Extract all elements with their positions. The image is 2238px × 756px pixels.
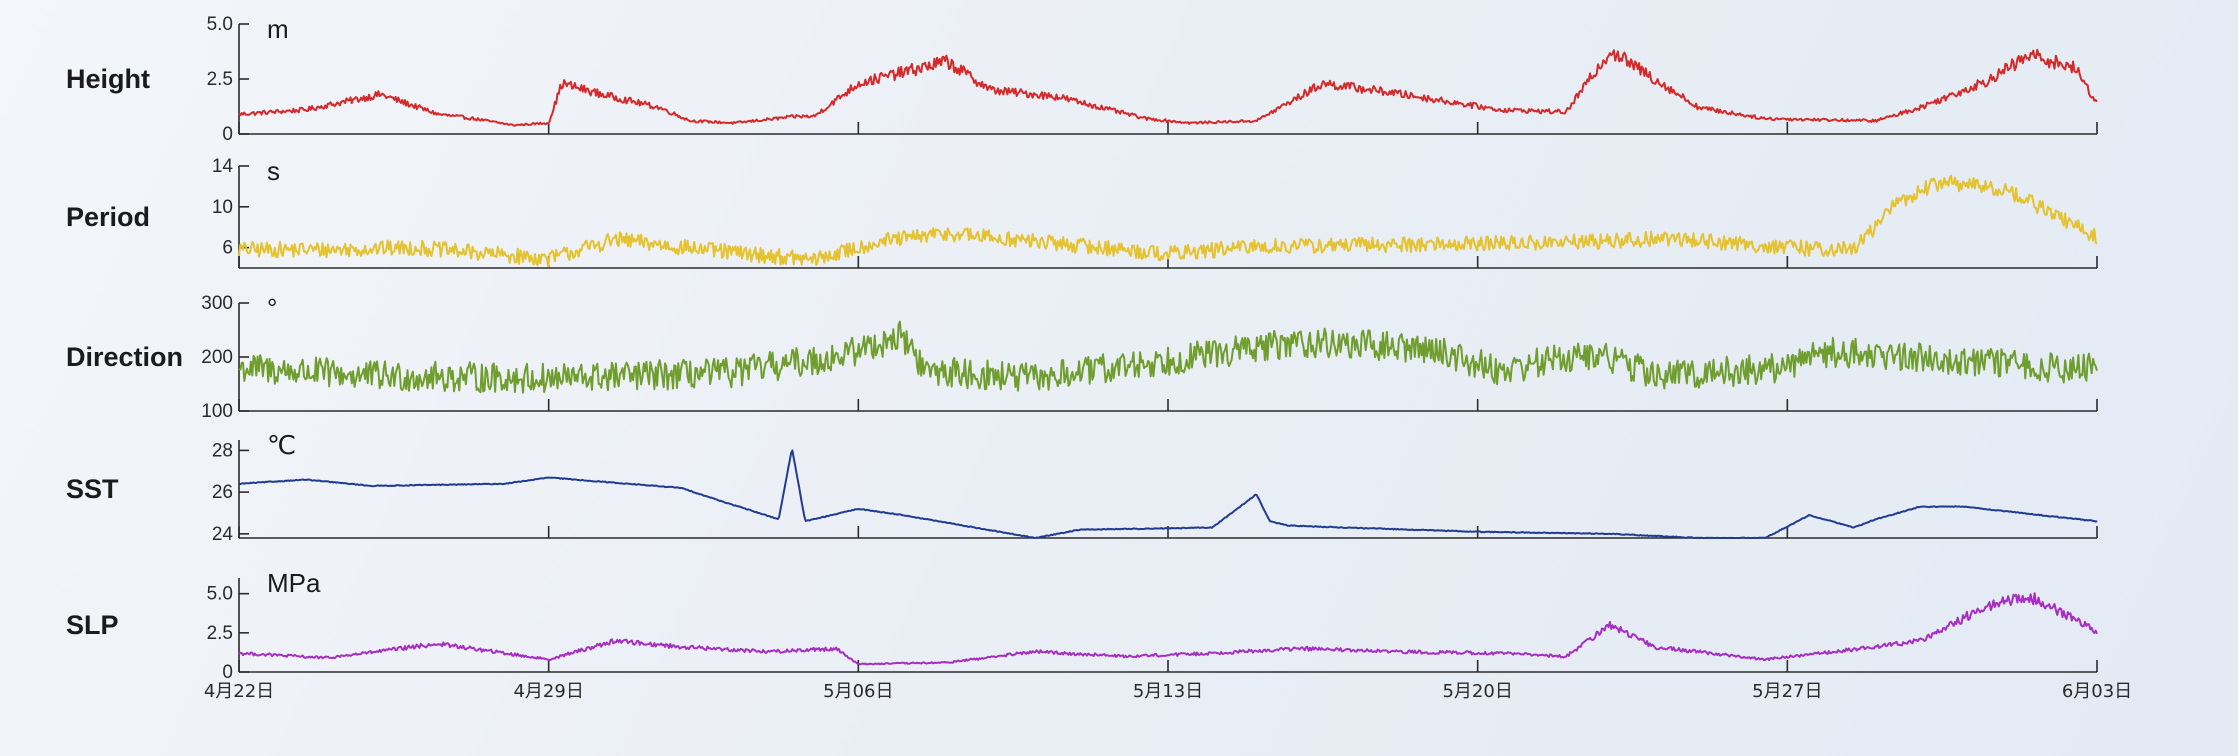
sst-ytick-label: 24 [212,524,234,545]
panels-layer: Height 0 2.5 5.0 m Period 6 10 14 s Direction 100 20… [66,14,2098,683]
x-tick-label: 4月22日 [204,681,274,702]
slp-ytick-label: 0 [222,662,233,683]
panel-direction: Direction 100 200 300 ° [66,293,2098,422]
panel-label-sst: SST [66,474,119,504]
series-line-direction [238,320,2098,394]
period-ytick-label: 14 [212,156,234,177]
slp-unit-label: MPa [267,568,321,598]
x-axis-date-labels: 4月22日 4月29日 5月06日 5月13日 5月20日 5月27日 6月03日 [204,681,2132,702]
slp-ytick-label: 5.0 [207,584,233,605]
height-unit-label: m [267,14,289,44]
sst-unit-label: ℃ [267,430,296,460]
x-tick-label: 5月13日 [1133,681,1203,702]
series-line-height [238,48,2098,127]
x-tick-label: 4月29日 [513,681,583,702]
panel-label-slp: SLP [66,610,119,640]
period-ytick-label: 6 [222,238,233,259]
sst-ytick-label: 26 [212,482,233,503]
panel-label-height: Height [66,64,150,94]
panel-period: Period 6 10 14 s [66,156,2098,269]
panel-height: Height 0 2.5 5.0 m [66,14,2098,145]
direction-ytick-label: 200 [201,347,233,368]
panel-sst: SST 24 26 28 ℃ [66,430,2098,545]
x-tick-label: 5月06日 [823,681,893,702]
sst-ytick-label: 28 [212,440,233,461]
x-tick-label: 5月27日 [1752,681,1822,702]
panel-slp: SLP 0 2.5 5.0 MPa [66,568,2098,683]
panel-label-direction: Direction [66,342,183,372]
x-tick-label: 6月03日 [2062,681,2132,702]
direction-unit-label: ° [267,293,277,323]
slp-ytick-label: 2.5 [207,623,233,644]
direction-ytick-label: 100 [201,401,233,422]
height-ytick-label: 2.5 [207,69,233,90]
height-ytick-label: 5.0 [207,14,233,35]
period-unit-label: s [267,156,280,186]
series-line-slp [238,592,2098,666]
panel-label-period: Period [66,202,150,232]
x-tick-label: 5月20日 [1442,681,1512,702]
direction-ytick-label: 300 [201,293,233,314]
period-ytick-label: 10 [212,197,233,218]
series-line-period [238,174,2098,268]
series-line-sst [238,449,2098,539]
height-ytick-label: 0 [222,124,233,145]
